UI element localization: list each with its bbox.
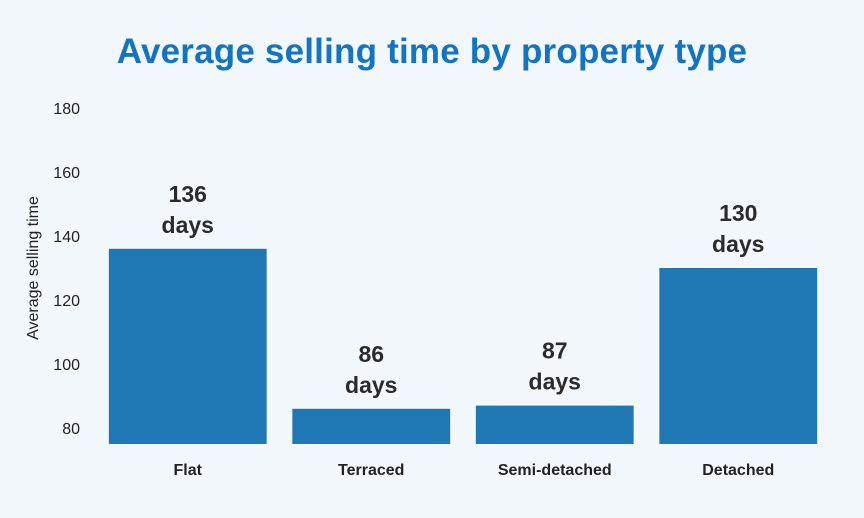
data-label: 87	[542, 338, 568, 364]
data-label: days	[712, 231, 764, 257]
data-label: 86	[358, 341, 384, 367]
bar	[292, 408, 451, 444]
x-category-label: Flat	[174, 462, 203, 479]
bar	[108, 248, 267, 444]
data-label: days	[345, 372, 397, 398]
data-label: 136	[169, 181, 207, 207]
y-axis-ticks: 80 100 120 140 160 180	[53, 101, 80, 438]
bar	[659, 268, 818, 444]
data-label: days	[529, 369, 581, 395]
data-labels: 136 days 86 days 87 days 130 days	[162, 181, 765, 398]
y-tick-label: 80	[62, 421, 80, 438]
data-label: 130	[719, 200, 757, 226]
y-tick-label: 120	[53, 293, 80, 310]
x-axis-categories: Flat Terraced Semi-detached Detached	[174, 462, 775, 479]
y-tick-label: 100	[53, 357, 80, 374]
bar	[475, 405, 634, 444]
x-category-label: Terraced	[338, 462, 404, 479]
y-tick-label: 140	[53, 229, 80, 246]
chart-title: Average selling time by property type	[116, 32, 748, 71]
x-category-label: Semi-detached	[498, 462, 612, 479]
y-axis-label: Average selling time	[25, 196, 42, 340]
y-tick-label: 180	[53, 101, 80, 118]
x-category-label: Detached	[702, 462, 774, 479]
y-tick-label: 160	[53, 165, 80, 182]
data-label: days	[162, 212, 214, 238]
bars	[108, 248, 818, 444]
